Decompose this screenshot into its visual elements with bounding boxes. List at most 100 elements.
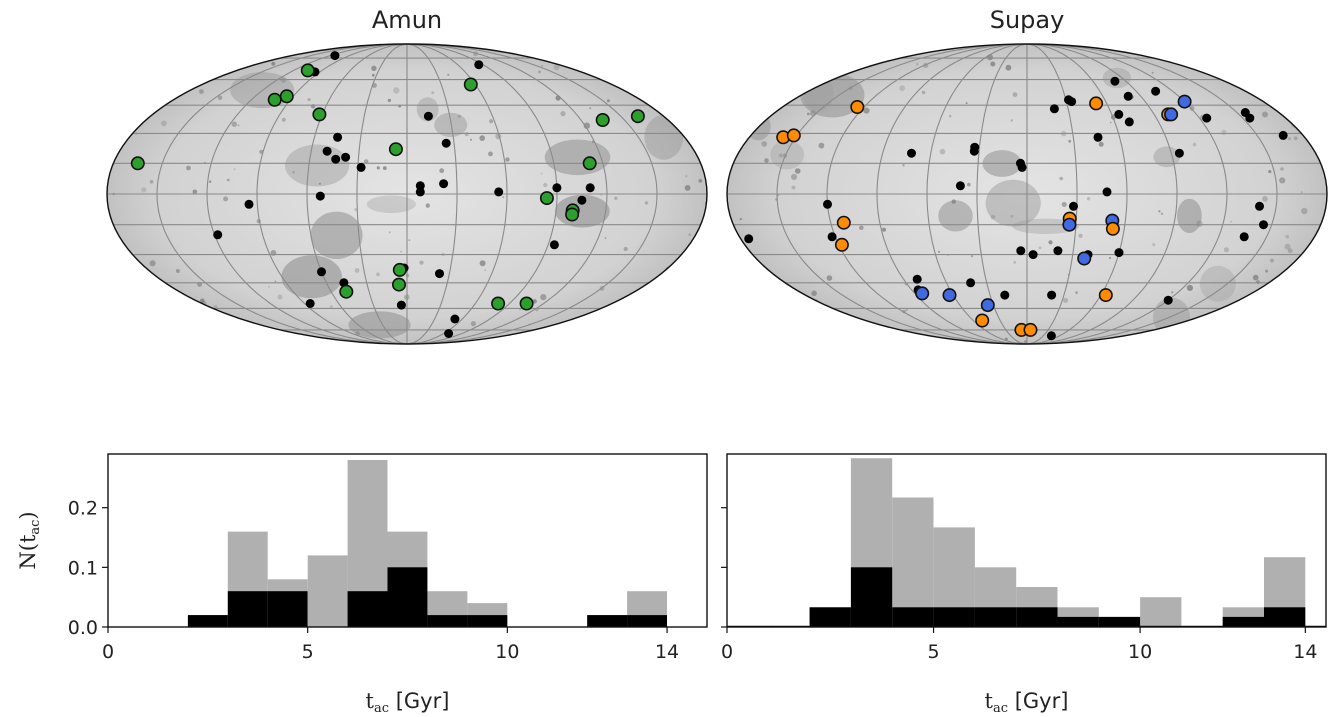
crater [793,322,796,325]
scatter-point [549,240,559,250]
scatter-point [1093,132,1103,142]
scatter-point [1016,246,1026,256]
crater [902,164,905,167]
crater [899,85,905,91]
crater [209,180,212,183]
crater [292,171,295,174]
scatter-point [439,179,449,189]
crater [1288,137,1292,141]
crater [274,280,277,283]
crater [916,62,919,66]
crater [1302,94,1308,100]
crater [921,90,926,95]
crater [376,272,380,277]
scatter-point [331,154,341,164]
crater [1196,220,1203,227]
histogram-series-1 [187,567,667,627]
crater [1238,51,1241,53]
crater [1207,320,1211,324]
crater [1269,258,1275,263]
scatter-point [415,187,425,197]
x-axis-label: tac [Gyr] [366,689,450,716]
crater [863,107,870,114]
histogram-bar [267,591,308,627]
mare-patch [1177,198,1202,234]
crater [425,203,430,208]
axes-frame [107,453,708,628]
scatter-point [450,314,460,324]
crater [684,329,689,334]
scatter-point-highlight [300,63,315,78]
scatter-point-group_a [1023,322,1038,337]
crater [1301,207,1308,215]
scatter-point-highlight [392,262,407,277]
scatter-point-highlight [267,92,282,107]
crater [1239,79,1244,84]
mare-patch [416,97,439,122]
crater [1284,243,1291,250]
crater [376,166,380,170]
scatter-point-highlight [582,156,597,171]
scatter-point-highlight [595,113,610,128]
crater [143,100,149,106]
crater [1061,202,1067,207]
crater [363,159,369,164]
crater [1013,261,1016,264]
scatter-point [955,181,965,191]
crater [853,47,858,53]
crater [859,225,864,231]
crater [371,65,377,72]
crater [905,308,908,312]
scatter-point-highlight [519,296,534,311]
crater [489,119,494,124]
crater [175,269,180,273]
crater [1262,195,1268,202]
crater [761,141,767,147]
crater [948,114,952,118]
scatter-point [474,60,484,70]
crater [1109,121,1112,124]
crater [644,201,649,205]
y-tick-label: 0.0 [68,617,98,639]
crater [739,218,742,221]
x-tick-label: 14 [655,641,679,663]
crater [479,260,486,267]
crater [277,294,283,300]
crater [1284,74,1288,78]
crater [1108,256,1112,260]
crater [780,315,785,320]
scatter-point-highlight [391,277,406,292]
scatter-point-group_a [1089,96,1104,111]
mare-patch [767,305,824,334]
crater [186,165,191,171]
scatter-point [1028,250,1038,260]
y-tick-label: 0.1 [68,557,98,579]
scatter-point-group_b [1077,251,1092,266]
histogram-bar [1264,607,1306,627]
scatter-point [552,183,562,193]
crater [535,308,539,312]
crater [1151,71,1154,74]
crater [642,306,648,311]
crater [354,268,360,273]
crater [200,298,205,304]
crater [937,250,941,253]
crater [479,135,486,141]
crater [560,111,566,117]
scatter-point [1174,148,1184,158]
scatter-point [423,111,433,121]
histogram-bar [227,591,268,627]
map-title: Amun [372,6,442,34]
scatter-point [315,191,325,201]
crater [1262,111,1268,118]
crater [1285,234,1289,239]
crater [778,153,783,158]
crater [604,237,607,239]
scatter-point [1239,232,1249,242]
crater [1321,268,1324,272]
crater [764,158,769,163]
crater [727,162,730,168]
crater [1186,284,1193,291]
crater [382,166,387,171]
crater [226,178,230,182]
